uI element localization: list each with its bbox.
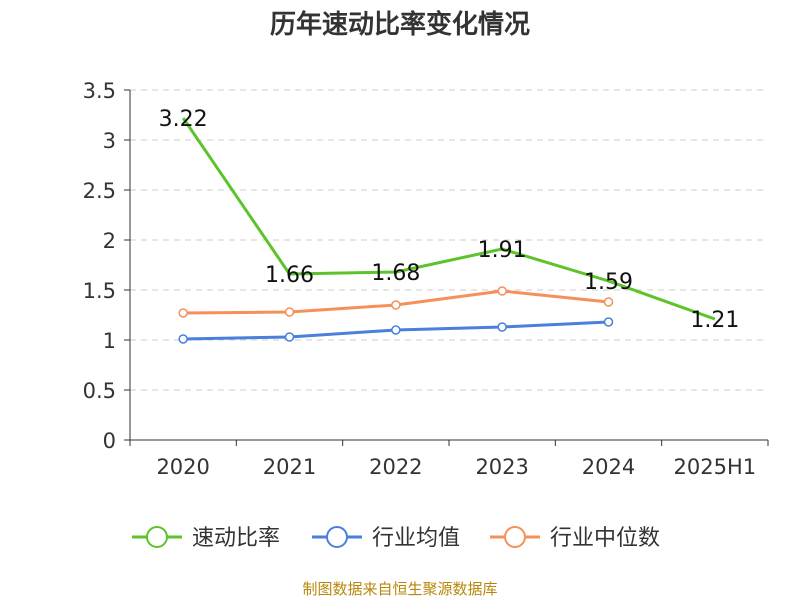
y-tick-label: 2.5 xyxy=(83,179,116,203)
legend-item-2[interactable]: 行业中位数 xyxy=(490,526,660,551)
chart-title: 历年速动比率变化情况 xyxy=(269,10,530,40)
data-label: 1.66 xyxy=(265,263,314,288)
data-point xyxy=(603,297,614,307)
data-label: 1.68 xyxy=(371,261,420,286)
y-tick-label: 1.5 xyxy=(83,279,116,303)
legend-item-1[interactable]: 行业均值 xyxy=(312,526,460,551)
data-point xyxy=(497,286,507,296)
data-point xyxy=(284,332,295,342)
data-point xyxy=(178,334,188,344)
data-point xyxy=(391,300,401,310)
y-tick-label: 3 xyxy=(103,129,116,153)
legend: 速动比率 行业均值 行业中位数 xyxy=(132,526,660,551)
data-label: 1.59 xyxy=(584,270,633,295)
data-labels: 3.22 1.66 1.68 1.91 1.59 1.21 xyxy=(159,107,740,333)
legend-item-0[interactable]: 速动比率 xyxy=(132,526,280,551)
x-tick-label: 2024 xyxy=(582,455,635,479)
series-lines xyxy=(178,117,716,344)
legend-marker xyxy=(504,526,526,548)
x-tick-label: 2021 xyxy=(263,455,316,479)
grid-lines xyxy=(130,89,768,391)
legend-marker xyxy=(146,526,168,548)
series-line-0 xyxy=(181,117,716,321)
x-tick-label: 2025H1 xyxy=(674,455,757,479)
data-label: 1.91 xyxy=(478,238,527,263)
y-tick-label: 0.5 xyxy=(83,379,116,403)
data-point xyxy=(497,322,507,332)
legend-label: 行业中位数 xyxy=(550,526,660,551)
data-label: 1.21 xyxy=(690,308,739,333)
x-tick-label: 2020 xyxy=(156,455,209,479)
x-tick-label: 2022 xyxy=(369,455,422,479)
legend-label: 行业均值 xyxy=(372,526,460,551)
y-tick-label: 3.5 xyxy=(83,79,116,103)
source-note: 制图数据来自恒生聚源数据库 xyxy=(302,580,498,598)
data-point xyxy=(603,317,614,327)
legend-marker xyxy=(326,526,348,548)
y-tick-label: 2 xyxy=(103,229,116,253)
legend-label: 速动比率 xyxy=(192,526,280,551)
axes: 0 0.5 1 1.5 2 2.5 3 3.5 2020 2021 2022 2023 2024 2025… xyxy=(83,79,769,479)
y-tick-label: 0 xyxy=(103,429,116,453)
data-point xyxy=(178,308,188,318)
x-tick-label: 2023 xyxy=(475,455,528,479)
y-tick-label: 1 xyxy=(103,329,116,353)
data-label: 3.22 xyxy=(159,107,208,132)
data-point xyxy=(391,325,401,335)
data-point xyxy=(284,307,295,317)
